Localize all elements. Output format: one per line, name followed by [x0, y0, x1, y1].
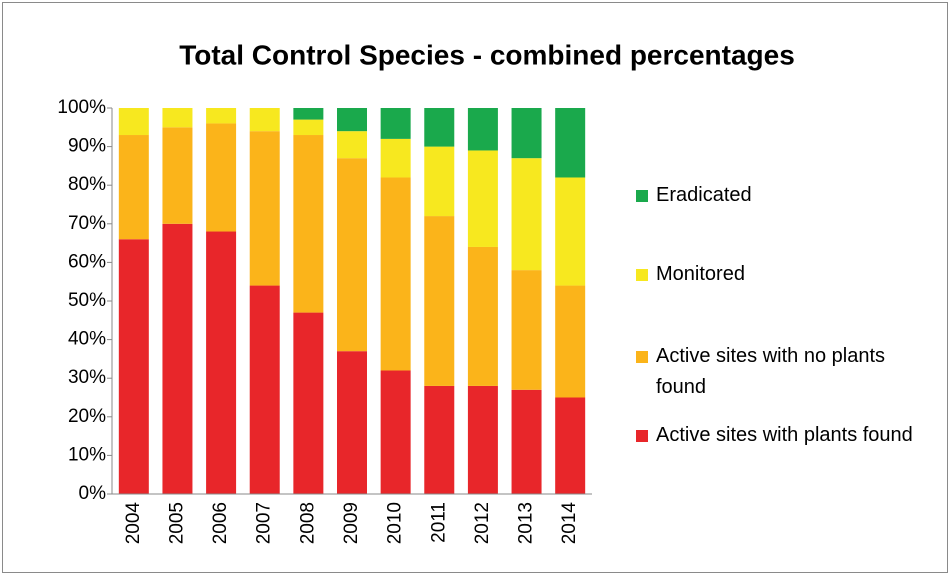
- y-tick-label: 40%: [68, 329, 106, 350]
- bar-segment: [162, 223, 193, 495]
- legend-item: Monitored: [636, 259, 936, 290]
- y-tick-label: 50%: [68, 290, 106, 311]
- bar-segment: [162, 108, 193, 128]
- bar-segment: [337, 131, 367, 159]
- bar-segment: [424, 385, 455, 494]
- bar-segment: [511, 270, 542, 390]
- bar-segment: [337, 108, 367, 132]
- legend-swatch: [636, 269, 648, 281]
- y-tick-label: 100%: [57, 97, 106, 118]
- bar-segment: [118, 108, 149, 136]
- y-tick-label: 10%: [68, 444, 106, 465]
- bar-segment: [293, 119, 324, 136]
- legend-swatch: [636, 190, 648, 202]
- y-tick-label: 60%: [68, 251, 106, 272]
- bar-segment: [424, 216, 455, 386]
- y-tick-label: 20%: [68, 406, 106, 427]
- bar-segment: [206, 123, 237, 232]
- legend-label: Monitored: [656, 263, 745, 285]
- bar-segment: [555, 177, 586, 286]
- x-tick-label: 2008: [297, 502, 318, 544]
- bar-segment: [249, 285, 280, 494]
- y-tick-label: 70%: [68, 213, 106, 234]
- bar-segment: [555, 108, 586, 178]
- bar-segment: [555, 285, 586, 398]
- bar-segment: [511, 158, 542, 271]
- bar-segment: [380, 108, 411, 139]
- bar-segment: [424, 146, 455, 217]
- bar-segment: [511, 108, 542, 159]
- legend-label: Eradicated: [656, 184, 752, 206]
- bar-segment: [337, 158, 367, 352]
- y-tick-label: 90%: [68, 136, 106, 157]
- bar-segment: [249, 131, 280, 286]
- x-tick-label: 2013: [516, 502, 537, 544]
- y-tick-label: 80%: [68, 174, 106, 195]
- x-tick-label: 2010: [385, 502, 406, 544]
- x-tick-label: 2012: [472, 502, 493, 544]
- bar-segment: [293, 312, 324, 494]
- bar-segment: [424, 108, 455, 147]
- bar-segment: [206, 231, 237, 494]
- bar-segment: [337, 351, 367, 494]
- bar-segment: [206, 108, 237, 124]
- legend-label: Active sites with no plants found: [656, 345, 885, 398]
- bar-segment: [511, 389, 542, 494]
- chart-title: Total Control Species - combined percent…: [179, 39, 795, 70]
- bar-segment: [162, 127, 193, 224]
- bar-segment: [249, 108, 280, 132]
- bar-segment: [118, 135, 149, 240]
- y-tick-label: 0%: [79, 483, 107, 504]
- legend-swatch: [636, 430, 648, 442]
- bar-segment: [118, 239, 149, 494]
- x-tick-label: 2011: [428, 502, 449, 543]
- x-tick-label: 2006: [210, 502, 231, 544]
- x-tick-label: 2009: [341, 502, 362, 544]
- bar-segment: [467, 246, 498, 386]
- bar-segment: [467, 150, 498, 247]
- x-tick-label: 2004: [123, 502, 144, 545]
- legend-item: Active sites with plants found: [636, 420, 936, 451]
- bar-segment: [555, 397, 586, 494]
- legend-item: Eradicated: [636, 180, 936, 211]
- bar-segment: [380, 138, 411, 178]
- bar-segment: [467, 108, 498, 151]
- y-tick-label: 30%: [68, 367, 106, 388]
- bar-segment: [467, 385, 498, 494]
- legend-label: Active sites with plants found: [656, 424, 913, 446]
- legend-item: Active sites with no plants found: [636, 341, 936, 403]
- x-tick-label: 2005: [166, 502, 187, 544]
- bar-segment: [293, 108, 324, 120]
- bar-segment: [380, 370, 411, 494]
- x-tick-label: 2007: [254, 502, 275, 544]
- bar-segment: [293, 135, 324, 313]
- legend-swatch: [636, 351, 648, 363]
- bar-segment: [380, 177, 411, 371]
- x-tick-label: 2014: [559, 502, 580, 545]
